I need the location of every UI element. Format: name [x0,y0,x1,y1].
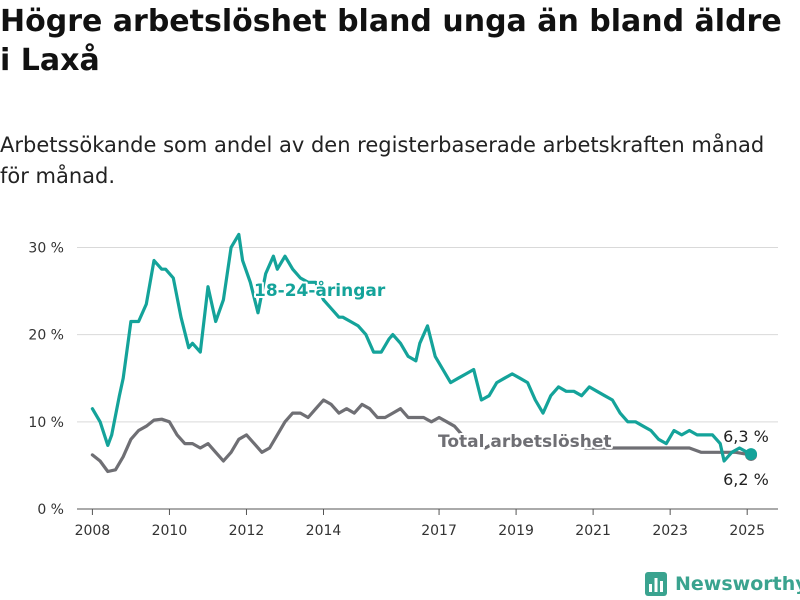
series-line-youth [90,232,753,463]
y-tick-label: 0 % [37,502,64,518]
bar-chart-logo-icon [645,572,667,596]
brand-name: Newsworthy [675,573,800,595]
x-tick-label: 2012 [229,523,265,539]
newsworthy-logo: Newsworthy [645,569,800,599]
x-tick-label: 2021 [575,523,611,539]
y-tick-label: 10 % [28,415,64,431]
y-tick-label: 30 % [28,240,64,256]
end-point-youth [745,448,758,461]
x-tick-label: 2023 [652,523,688,539]
x-tick-label: 2014 [306,523,342,539]
x-tick-label: 2010 [152,523,188,539]
series-line-total [90,398,753,474]
end-value-total: 6,2 % [723,470,769,489]
chart-subtitle: Arbetssökande som andel av den registerb… [0,133,765,188]
x-tick-label: 2019 [498,523,534,539]
x-tick-label: 2017 [421,523,457,539]
series-label-youth: 18-24-åringar [254,279,386,301]
x-tick-label: 2008 [75,523,111,539]
chart-title: Högre arbetslöshet bland unga än bland ä… [0,4,782,78]
end-value-youth: 6,3 % [723,427,769,446]
y-tick-label: 20 % [28,328,64,344]
x-tick-label: 2025 [729,523,765,539]
series-label-total: Total arbetslöshet [438,432,612,452]
